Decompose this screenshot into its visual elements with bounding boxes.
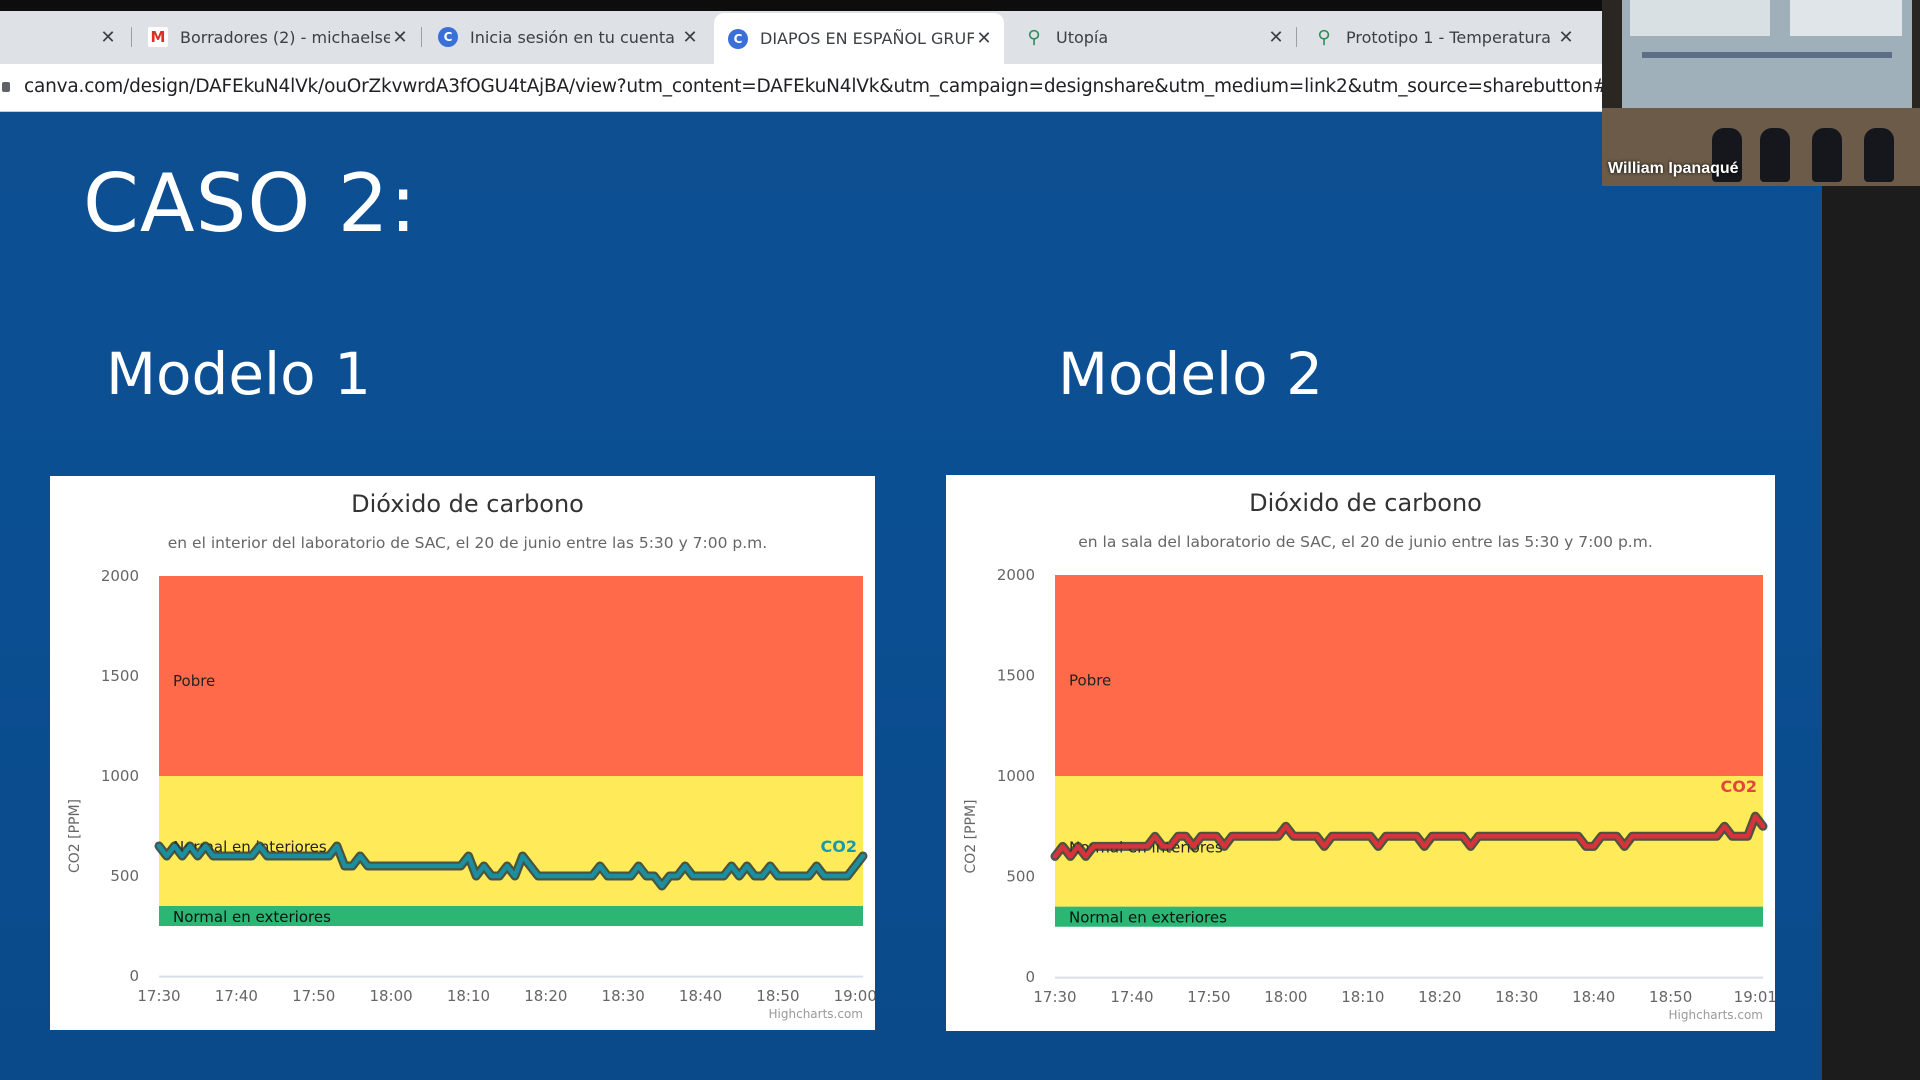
- close-icon[interactable]: ✕: [1558, 26, 1574, 48]
- y-axis-label: CO2 [PPM]: [67, 799, 83, 873]
- x-tick-label: 17:50: [292, 987, 335, 1005]
- series-line-model2: [1052, 813, 1766, 859]
- x-tick-label: 18:30: [1495, 988, 1538, 1006]
- y-tick-label: 1500: [101, 667, 139, 685]
- presentation-slide: CASO 2: Modelo 1 Modelo 2 Dióxido de car…: [0, 112, 1822, 1080]
- y-tick-label: 500: [110, 867, 139, 885]
- series-label: CO2: [821, 837, 857, 856]
- browser-tab-bar: ✕ M Borradores (2) - michaelser ✕ C Inic…: [0, 0, 1602, 64]
- tab-gmail-drafts[interactable]: M Borradores (2) - michaelser ✕: [134, 17, 420, 57]
- slide-title: CASO 2:: [83, 157, 418, 250]
- x-tick-label: 18:10: [447, 987, 490, 1005]
- plot-band-label: Normal en exteriores: [173, 908, 331, 926]
- plot-band-label: Pobre: [173, 672, 215, 690]
- x-tick-label: 18:40: [679, 987, 722, 1005]
- y-axis-label: CO2 [PPM]: [963, 799, 979, 873]
- tab-separator: [1296, 27, 1297, 47]
- y-tick-label: 0: [129, 967, 139, 985]
- y-tick-label: 500: [1006, 868, 1035, 886]
- x-tick-label: 18:20: [524, 987, 567, 1005]
- y-tick-label: 1500: [997, 667, 1035, 685]
- plot-band: [1055, 575, 1763, 776]
- chart-title: Dióxido de carbono: [1249, 489, 1482, 517]
- series-line-model1: [156, 843, 866, 889]
- co2-chart-model1: Dióxido de carbono en el interior del lab…: [67, 490, 875, 1021]
- y-tick-label: 2000: [997, 566, 1035, 584]
- x-tick-label: 18:00: [1264, 988, 1307, 1006]
- plot-band: [159, 906, 863, 926]
- close-icon[interactable]: ✕: [976, 28, 992, 49]
- participant-video[interactable]: William Ipanaqué: [1602, 0, 1920, 186]
- chart-credit: Highcharts.com: [1669, 1008, 1763, 1022]
- chart-subtitle: en el interior del laboratorio de SAC, e…: [168, 534, 767, 552]
- lock-icon[interactable]: [2, 82, 10, 92]
- chart-subtitle: en la sala del laboratorio de SAC, el 20…: [1078, 533, 1653, 551]
- video-screen-panel: [1630, 0, 1770, 36]
- address-bar[interactable]: canva.com/design/DAFEkuN4lVk/ouOrZkvwrdA…: [0, 64, 1632, 112]
- tab-blank[interactable]: ✕: [0, 17, 128, 57]
- tab-diapos-active[interactable]: C DIAPOS EN ESPAÑOL GRUF ✕: [714, 13, 1004, 64]
- tab-utopia[interactable]: ⚲ Utopía ✕: [1010, 17, 1296, 57]
- x-tick-label: 17:50: [1187, 988, 1230, 1006]
- gmail-icon: M: [148, 27, 168, 47]
- location-icon: ⚲: [1027, 26, 1041, 48]
- x-tick-label: 17:40: [215, 987, 258, 1005]
- tab-canva-login[interactable]: C Inicia sesión en tu cuenta d ✕: [424, 17, 710, 57]
- video-screen-panel: [1790, 0, 1902, 36]
- tab-separator: [421, 27, 422, 47]
- y-tick-label: 1000: [101, 767, 139, 785]
- x-tick-label: 18:10: [1341, 988, 1384, 1006]
- x-tick-label: 18:00: [369, 987, 412, 1005]
- video-person: [1864, 128, 1894, 182]
- close-icon[interactable]: ✕: [1268, 26, 1284, 48]
- y-tick-label: 2000: [101, 567, 139, 585]
- video-screen-bar: [1642, 52, 1892, 58]
- location-icon: ⚲: [1317, 26, 1331, 48]
- model1-title: Modelo 1: [106, 340, 371, 408]
- co2-chart-model2: Dióxido de carbono en la sala del laborat…: [963, 489, 1775, 1022]
- x-tick-label: 18:20: [1418, 988, 1461, 1006]
- x-tick-label: 17:30: [1033, 988, 1076, 1006]
- plot-band-label: Normal en exteriores: [1069, 909, 1227, 927]
- chart-card-model2: Dióxido de carbono en la sala del laborat…: [946, 475, 1775, 1031]
- x-tick-label: 18:30: [602, 987, 645, 1005]
- plot-band: [159, 576, 863, 776]
- canva-icon: C: [728, 28, 748, 49]
- chart-credit: Highcharts.com: [769, 1007, 863, 1021]
- chart-title: Dióxido de carbono: [351, 490, 584, 518]
- y-tick-label: 0: [1025, 968, 1035, 986]
- model2-title: Modelo 2: [1058, 340, 1323, 408]
- x-tick-label: 17:30: [137, 987, 180, 1005]
- close-icon[interactable]: ✕: [100, 26, 116, 48]
- window-top-strip: [0, 0, 1602, 11]
- x-tick-label: 19:00: [834, 987, 875, 1005]
- tab-separator: [131, 27, 132, 47]
- video-person: [1812, 128, 1842, 182]
- x-tick-label: 18:50: [1649, 988, 1692, 1006]
- chart-card-model1: Dióxido de carbono en el interior del lab…: [50, 476, 875, 1030]
- x-tick-label: 19:01: [1734, 988, 1775, 1006]
- participant-name: William Ipanaqué: [1608, 160, 1739, 177]
- video-person: [1760, 128, 1790, 182]
- close-icon[interactable]: ✕: [682, 26, 698, 48]
- tab-prototipo[interactable]: ⚲ Prototipo 1 - Temperatura ✕: [1300, 17, 1586, 57]
- video-person: [1712, 128, 1742, 182]
- x-tick-label: 17:40: [1110, 988, 1153, 1006]
- y-tick-label: 1000: [997, 767, 1035, 785]
- x-tick-label: 18:50: [756, 987, 799, 1005]
- canva-icon: C: [438, 27, 458, 47]
- url-text[interactable]: canva.com/design/DAFEkuN4lVk/ouOrZkvwrdA…: [24, 76, 1632, 97]
- plot-band-label: Pobre: [1069, 672, 1111, 690]
- plot-band: [1055, 906, 1763, 927]
- close-icon[interactable]: ✕: [392, 26, 408, 48]
- x-tick-label: 18:40: [1572, 988, 1615, 1006]
- plot-band: [159, 776, 863, 906]
- series-label: CO2: [1721, 777, 1757, 796]
